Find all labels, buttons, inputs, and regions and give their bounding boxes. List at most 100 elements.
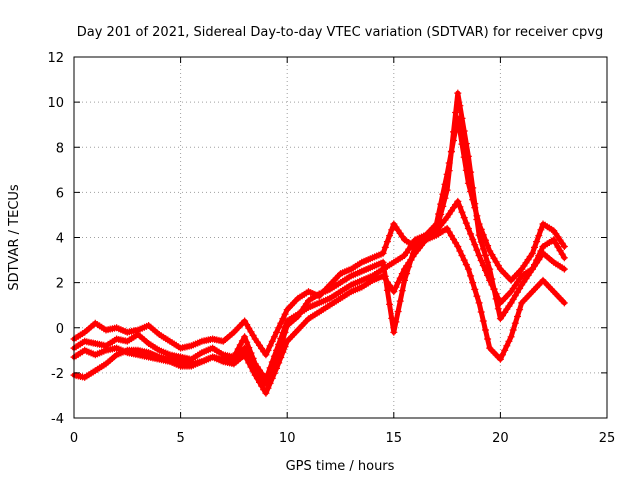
data-point-marker xyxy=(441,194,449,202)
data-point-marker xyxy=(266,342,274,350)
y-tick-label: 4 xyxy=(56,232,64,247)
data-point-marker xyxy=(266,370,274,378)
data-layer xyxy=(70,89,568,397)
data-point-marker xyxy=(379,258,387,266)
data-point-marker xyxy=(477,238,485,246)
data-point-marker xyxy=(251,362,259,370)
data-point-marker xyxy=(445,228,453,236)
data-point-marker xyxy=(537,247,545,255)
data-point-marker xyxy=(501,346,509,354)
data-point-marker xyxy=(262,351,270,359)
data-point-marker xyxy=(454,197,462,205)
data-point-marker xyxy=(484,335,492,343)
data-point-marker xyxy=(388,226,396,234)
data-point-marker xyxy=(458,208,466,216)
data-point-marker xyxy=(386,300,393,308)
data-point-marker xyxy=(511,319,519,327)
data-point-marker xyxy=(268,365,276,373)
data-point-marker xyxy=(256,378,263,386)
data-point-marker xyxy=(560,243,568,251)
x-tick-label: 0 xyxy=(70,431,78,446)
data-point-marker xyxy=(464,265,472,273)
data-point-marker xyxy=(490,254,498,262)
data-point-marker xyxy=(439,202,447,210)
data-point-marker xyxy=(390,328,398,336)
y-tick-label: 10 xyxy=(47,96,64,111)
data-point-marker xyxy=(533,256,541,264)
data-point-marker xyxy=(452,109,460,116)
data-point-marker xyxy=(245,324,253,332)
data-point-marker xyxy=(249,359,257,366)
data-point-marker xyxy=(503,342,511,350)
data-point-marker xyxy=(447,232,455,240)
series-trace-b xyxy=(70,197,568,384)
data-point-marker xyxy=(486,265,494,273)
data-point-marker xyxy=(492,295,500,303)
data-point-marker xyxy=(450,235,457,243)
data-point-marker xyxy=(499,351,506,359)
data-point-marker xyxy=(486,247,494,255)
data-point-marker xyxy=(507,333,515,341)
data-point-marker xyxy=(243,338,251,346)
data-point-marker xyxy=(484,258,492,266)
data-point-marker xyxy=(528,249,536,257)
data-point-marker xyxy=(492,258,500,266)
data-point-marker xyxy=(279,315,287,323)
data-point-marker xyxy=(509,295,517,303)
data-point-marker xyxy=(475,299,483,307)
x-tick-label: 5 xyxy=(176,431,184,446)
y-tick-label: -4 xyxy=(51,412,64,427)
data-point-marker xyxy=(445,167,453,175)
data-point-marker xyxy=(447,147,455,155)
data-point-marker xyxy=(241,317,249,325)
data-point-marker xyxy=(256,369,263,377)
data-point-marker xyxy=(511,292,519,300)
data-point-marker xyxy=(514,313,521,320)
data-point-marker xyxy=(458,252,466,259)
data-point-marker xyxy=(260,377,268,384)
data-point-marker xyxy=(241,333,249,341)
data-point-marker xyxy=(401,276,408,284)
data-point-marker xyxy=(253,366,261,374)
data-point-marker xyxy=(249,331,257,339)
data-point-marker xyxy=(458,114,466,122)
data-point-marker xyxy=(260,386,268,394)
data-point-marker xyxy=(264,384,272,392)
series-trace-d xyxy=(70,89,568,388)
data-point-marker xyxy=(531,243,538,251)
data-point-marker xyxy=(403,270,411,278)
data-point-marker xyxy=(490,285,498,293)
data-point-marker xyxy=(405,263,413,271)
data-point-marker xyxy=(533,238,541,246)
data-point-marker xyxy=(258,382,266,390)
data-point-marker xyxy=(381,272,389,280)
data-point-marker xyxy=(507,299,515,307)
data-point-marker xyxy=(273,355,280,363)
data-point-marker xyxy=(475,231,483,239)
x-tick-label: 25 xyxy=(599,431,616,446)
data-point-marker xyxy=(443,225,451,232)
data-point-marker xyxy=(432,227,440,235)
series-trace-a xyxy=(70,114,568,359)
y-tick-label: 8 xyxy=(56,141,64,156)
data-point-marker xyxy=(505,337,513,345)
data-point-marker xyxy=(473,292,481,300)
data-point-marker xyxy=(494,262,502,269)
data-point-marker xyxy=(456,102,464,110)
y-tick-label: 0 xyxy=(56,322,64,337)
data-point-marker xyxy=(243,348,251,356)
data-point-marker xyxy=(475,252,483,259)
data-point-marker xyxy=(243,321,251,329)
data-point-marker xyxy=(390,288,398,296)
data-point-marker xyxy=(435,219,443,227)
data-point-marker xyxy=(273,328,280,336)
data-point-marker xyxy=(537,226,545,234)
data-point-marker xyxy=(552,239,560,247)
x-axis-label: GPS time / hours xyxy=(286,459,395,474)
data-point-marker xyxy=(268,337,276,345)
y-tick-label: 12 xyxy=(47,51,64,66)
data-point-marker xyxy=(560,265,568,273)
data-point-marker xyxy=(494,305,502,313)
data-point-marker xyxy=(452,239,460,247)
data-point-marker xyxy=(398,287,406,295)
